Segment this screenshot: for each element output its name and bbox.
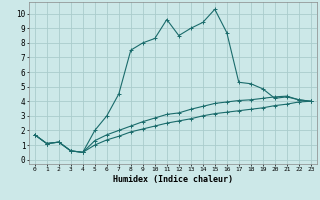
X-axis label: Humidex (Indice chaleur): Humidex (Indice chaleur)	[113, 175, 233, 184]
